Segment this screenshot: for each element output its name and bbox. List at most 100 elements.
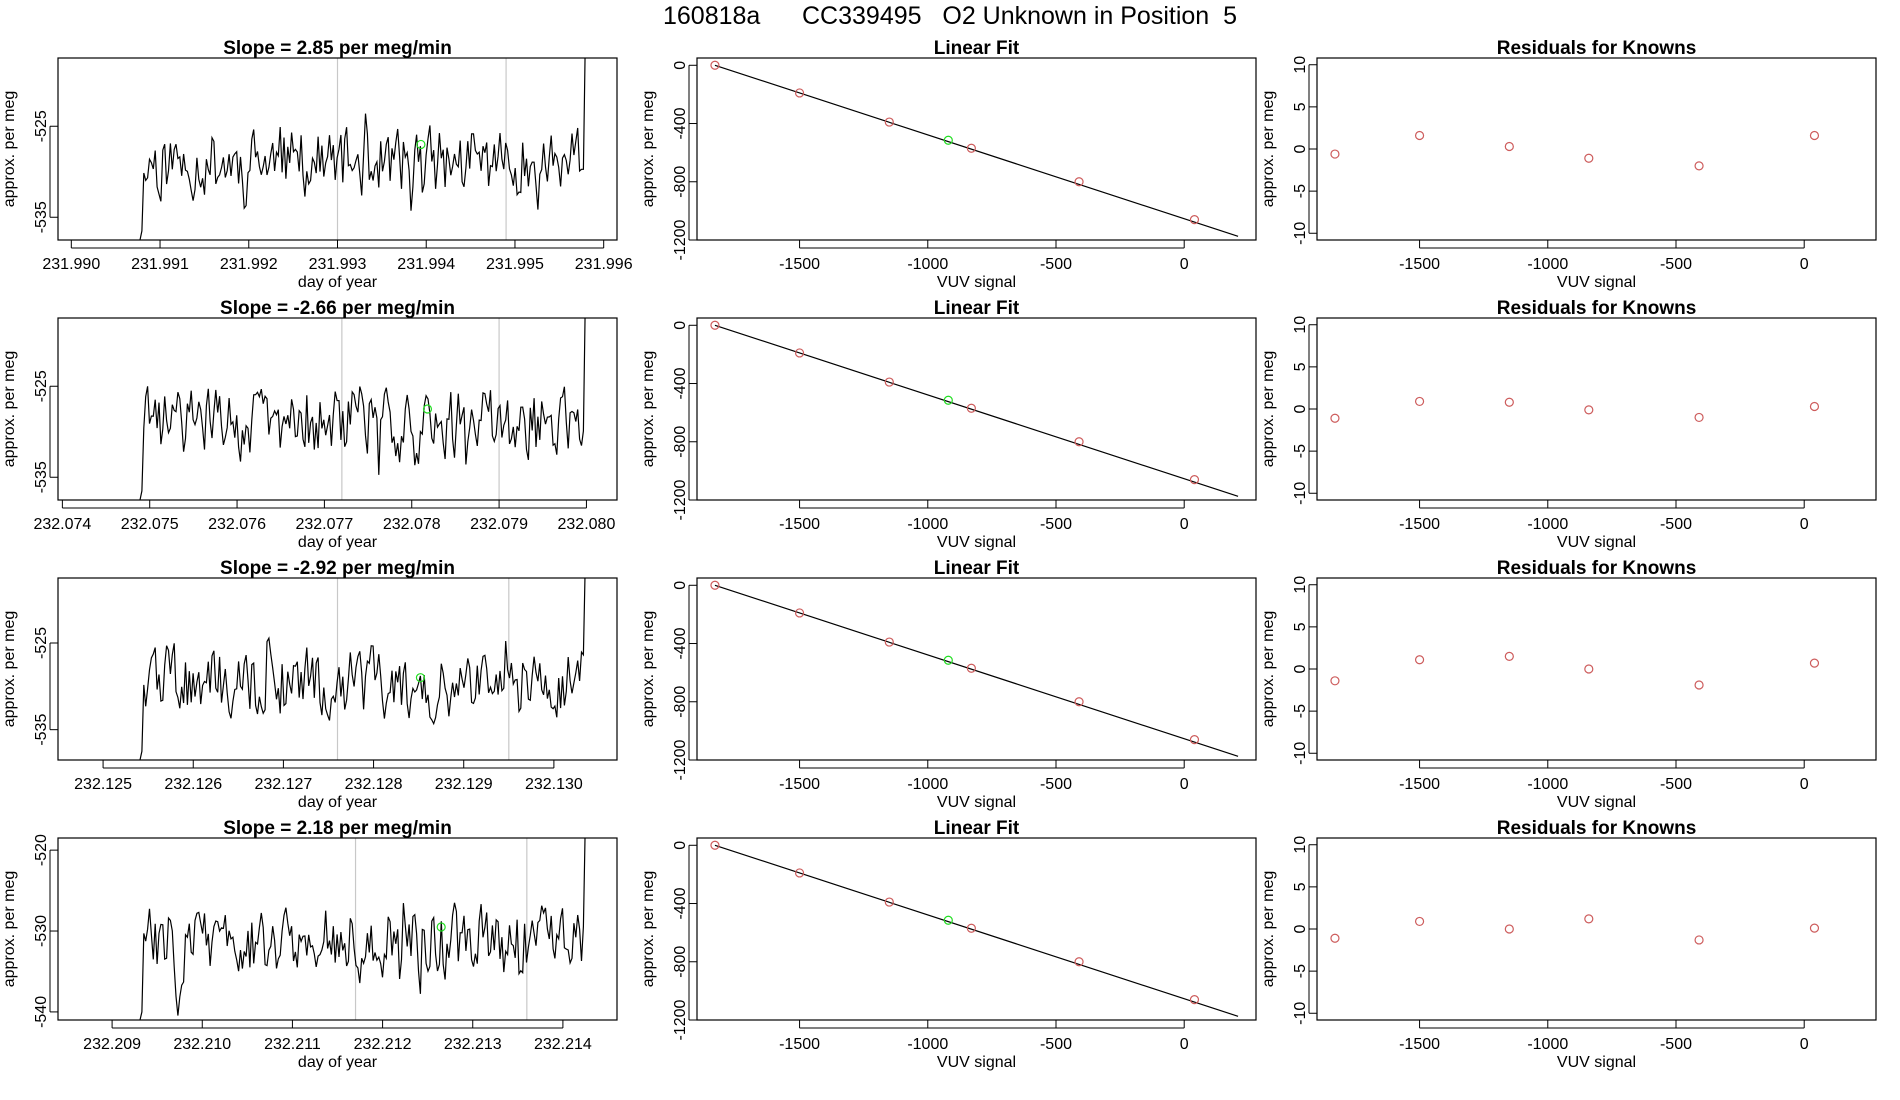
y-axis-label: approx. per meg (1, 871, 18, 988)
plot-area (139, 838, 586, 1020)
data-trace (139, 58, 586, 240)
y-axis-label: approx. per meg (640, 611, 657, 728)
x-axis-label: day of year (298, 1054, 378, 1071)
panel-title: Residuals for Knowns (1497, 38, 1697, 59)
plot-area (139, 318, 586, 500)
plot-frame (57, 837, 618, 1021)
unknown-point (943, 135, 953, 145)
residual-point (1330, 149, 1340, 159)
y-tick-label: -10 (1292, 742, 1309, 765)
x-tick-label: 232.128 (345, 776, 403, 793)
y-tick-label: 5 (1292, 362, 1309, 371)
x-tick-label: -500 (1660, 1036, 1692, 1053)
plot-area (1330, 130, 1820, 171)
x-axis-label: VUV signal (1557, 1054, 1636, 1071)
data-trace (139, 838, 586, 1020)
known-point (1074, 177, 1084, 187)
known-point (1189, 475, 1200, 485)
known-point (966, 403, 976, 413)
residual-point (1330, 933, 1340, 943)
y-tick-label: 5 (1292, 622, 1309, 631)
x-tick-label: 232.130 (525, 776, 583, 793)
plot-area (710, 320, 1239, 497)
y-axis-label: approx. per meg (640, 351, 657, 468)
residual-point (1809, 658, 1820, 668)
y-tick-label: -400 (672, 627, 689, 659)
y-tick-label: -530 (33, 915, 50, 947)
x-tick-label: -500 (1660, 516, 1692, 533)
plot-frame (696, 577, 1257, 761)
y-tick-label: -400 (672, 367, 689, 399)
y-tick-label: -400 (672, 107, 689, 139)
known-point (710, 60, 720, 70)
known-point (794, 868, 805, 878)
y-tick-label: -10 (1292, 482, 1309, 505)
x-tick-label: -1000 (907, 256, 948, 273)
residual-point (1584, 153, 1594, 163)
x-tick-label: 231.996 (575, 256, 633, 273)
plot-area (710, 840, 1239, 1017)
plot-frame (1316, 837, 1877, 1021)
y-tick-label: 10 (1292, 56, 1309, 74)
y-tick-label: -540 (33, 996, 50, 1028)
plot-frame (1316, 317, 1877, 501)
x-axis-label: VUV signal (937, 534, 1016, 551)
fit-line (714, 324, 1239, 497)
known-point (884, 377, 894, 387)
known-point (966, 663, 976, 673)
plot-frame (696, 317, 1257, 501)
residual-point (1504, 141, 1514, 152)
x-tick-label: 231.993 (309, 256, 367, 273)
plot-frame (57, 57, 618, 241)
y-tick-label: -1200 (672, 999, 689, 1040)
y-tick-label: -10 (1292, 1002, 1309, 1025)
panel-title: Slope = 2.85 per meg/min (223, 38, 452, 59)
residual-point (1414, 655, 1425, 665)
x-tick-label: -1500 (1399, 516, 1440, 533)
y-axis-label: approx. per meg (1, 351, 18, 468)
y-tick-label: -1200 (672, 479, 689, 520)
x-axis-label: VUV signal (937, 794, 1016, 811)
x-tick-label: 0 (1800, 256, 1809, 273)
plot-area (710, 60, 1239, 237)
x-tick-label: 232.214 (534, 1036, 592, 1053)
x-axis-label: day of year (298, 794, 378, 811)
known-point (1074, 697, 1084, 707)
residual-point (1694, 935, 1704, 945)
known-point (966, 923, 976, 933)
x-tick-label: 232.078 (383, 516, 441, 533)
x-tick-label: -1500 (779, 776, 820, 793)
panel-title: Residuals for Knowns (1497, 298, 1697, 319)
known-point (794, 348, 805, 358)
x-tick-label: 232.074 (33, 516, 91, 533)
x-axis-label: VUV signal (937, 1054, 1016, 1071)
x-tick-label: 231.990 (42, 256, 100, 273)
unknown-point (436, 922, 446, 932)
x-tick-label: -1000 (1527, 1036, 1568, 1053)
x-tick-label: -500 (1660, 776, 1692, 793)
x-tick-label: 0 (1800, 1036, 1809, 1053)
y-tick-label: -800 (672, 946, 689, 978)
x-axis-label: day of year (298, 274, 378, 291)
x-tick-label: 231.992 (220, 256, 278, 273)
y-tick-label: 10 (1292, 316, 1309, 334)
x-tick-label: -1000 (1527, 256, 1568, 273)
x-tick-label: -500 (1040, 516, 1072, 533)
known-point (1189, 215, 1200, 225)
y-tick-label: -10 (1292, 222, 1309, 245)
residual-point (1504, 651, 1514, 661)
known-point (966, 143, 976, 153)
y-tick-label: -535 (33, 201, 50, 233)
panel-title: Linear Fit (934, 818, 1020, 839)
plot-area (710, 580, 1239, 757)
x-tick-label: -1500 (1399, 1036, 1440, 1053)
plot-frame (57, 317, 618, 501)
x-tick-label: 232.077 (295, 516, 353, 533)
y-tick-label: -5 (1292, 184, 1309, 198)
y-axis-label: approx. per meg (1260, 871, 1277, 988)
y-tick-label: -1200 (672, 219, 689, 260)
x-tick-label: 232.076 (208, 516, 266, 533)
unknown-point (943, 655, 953, 665)
x-tick-label: 232.213 (444, 1036, 502, 1053)
plot-frame (1316, 57, 1877, 241)
